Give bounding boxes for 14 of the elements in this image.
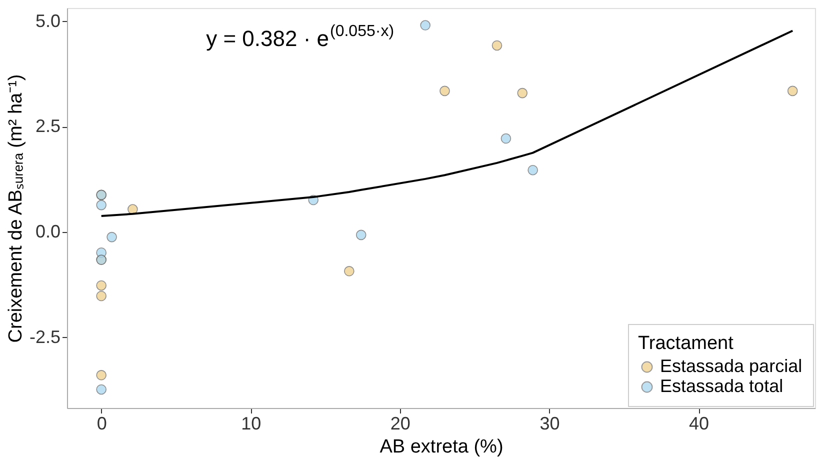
y-tick-label: -2.5: [29, 326, 60, 347]
x-tick-label: 0: [96, 414, 107, 434]
x-tick-label: 40: [689, 414, 710, 434]
y-tick-label: 2.5: [35, 116, 60, 136]
x-tick-label: 30: [540, 414, 560, 434]
x-tick-label: 20: [390, 414, 410, 434]
x-tick-label: 10: [241, 414, 262, 434]
x-axis-title: AB extreta (%): [380, 436, 504, 458]
legend-label: Estassada total: [660, 376, 784, 396]
legend-title: Tractament: [638, 333, 734, 354]
y-axis-title: Creixement de ABₛᵤᵣₑᵣₐ (m² ha⁻¹): [5, 74, 26, 343]
legend-label: Estassada parcial: [660, 356, 802, 376]
y-tick-label: 0.0: [35, 222, 60, 242]
y-tick-label: 5.0: [35, 10, 60, 31]
